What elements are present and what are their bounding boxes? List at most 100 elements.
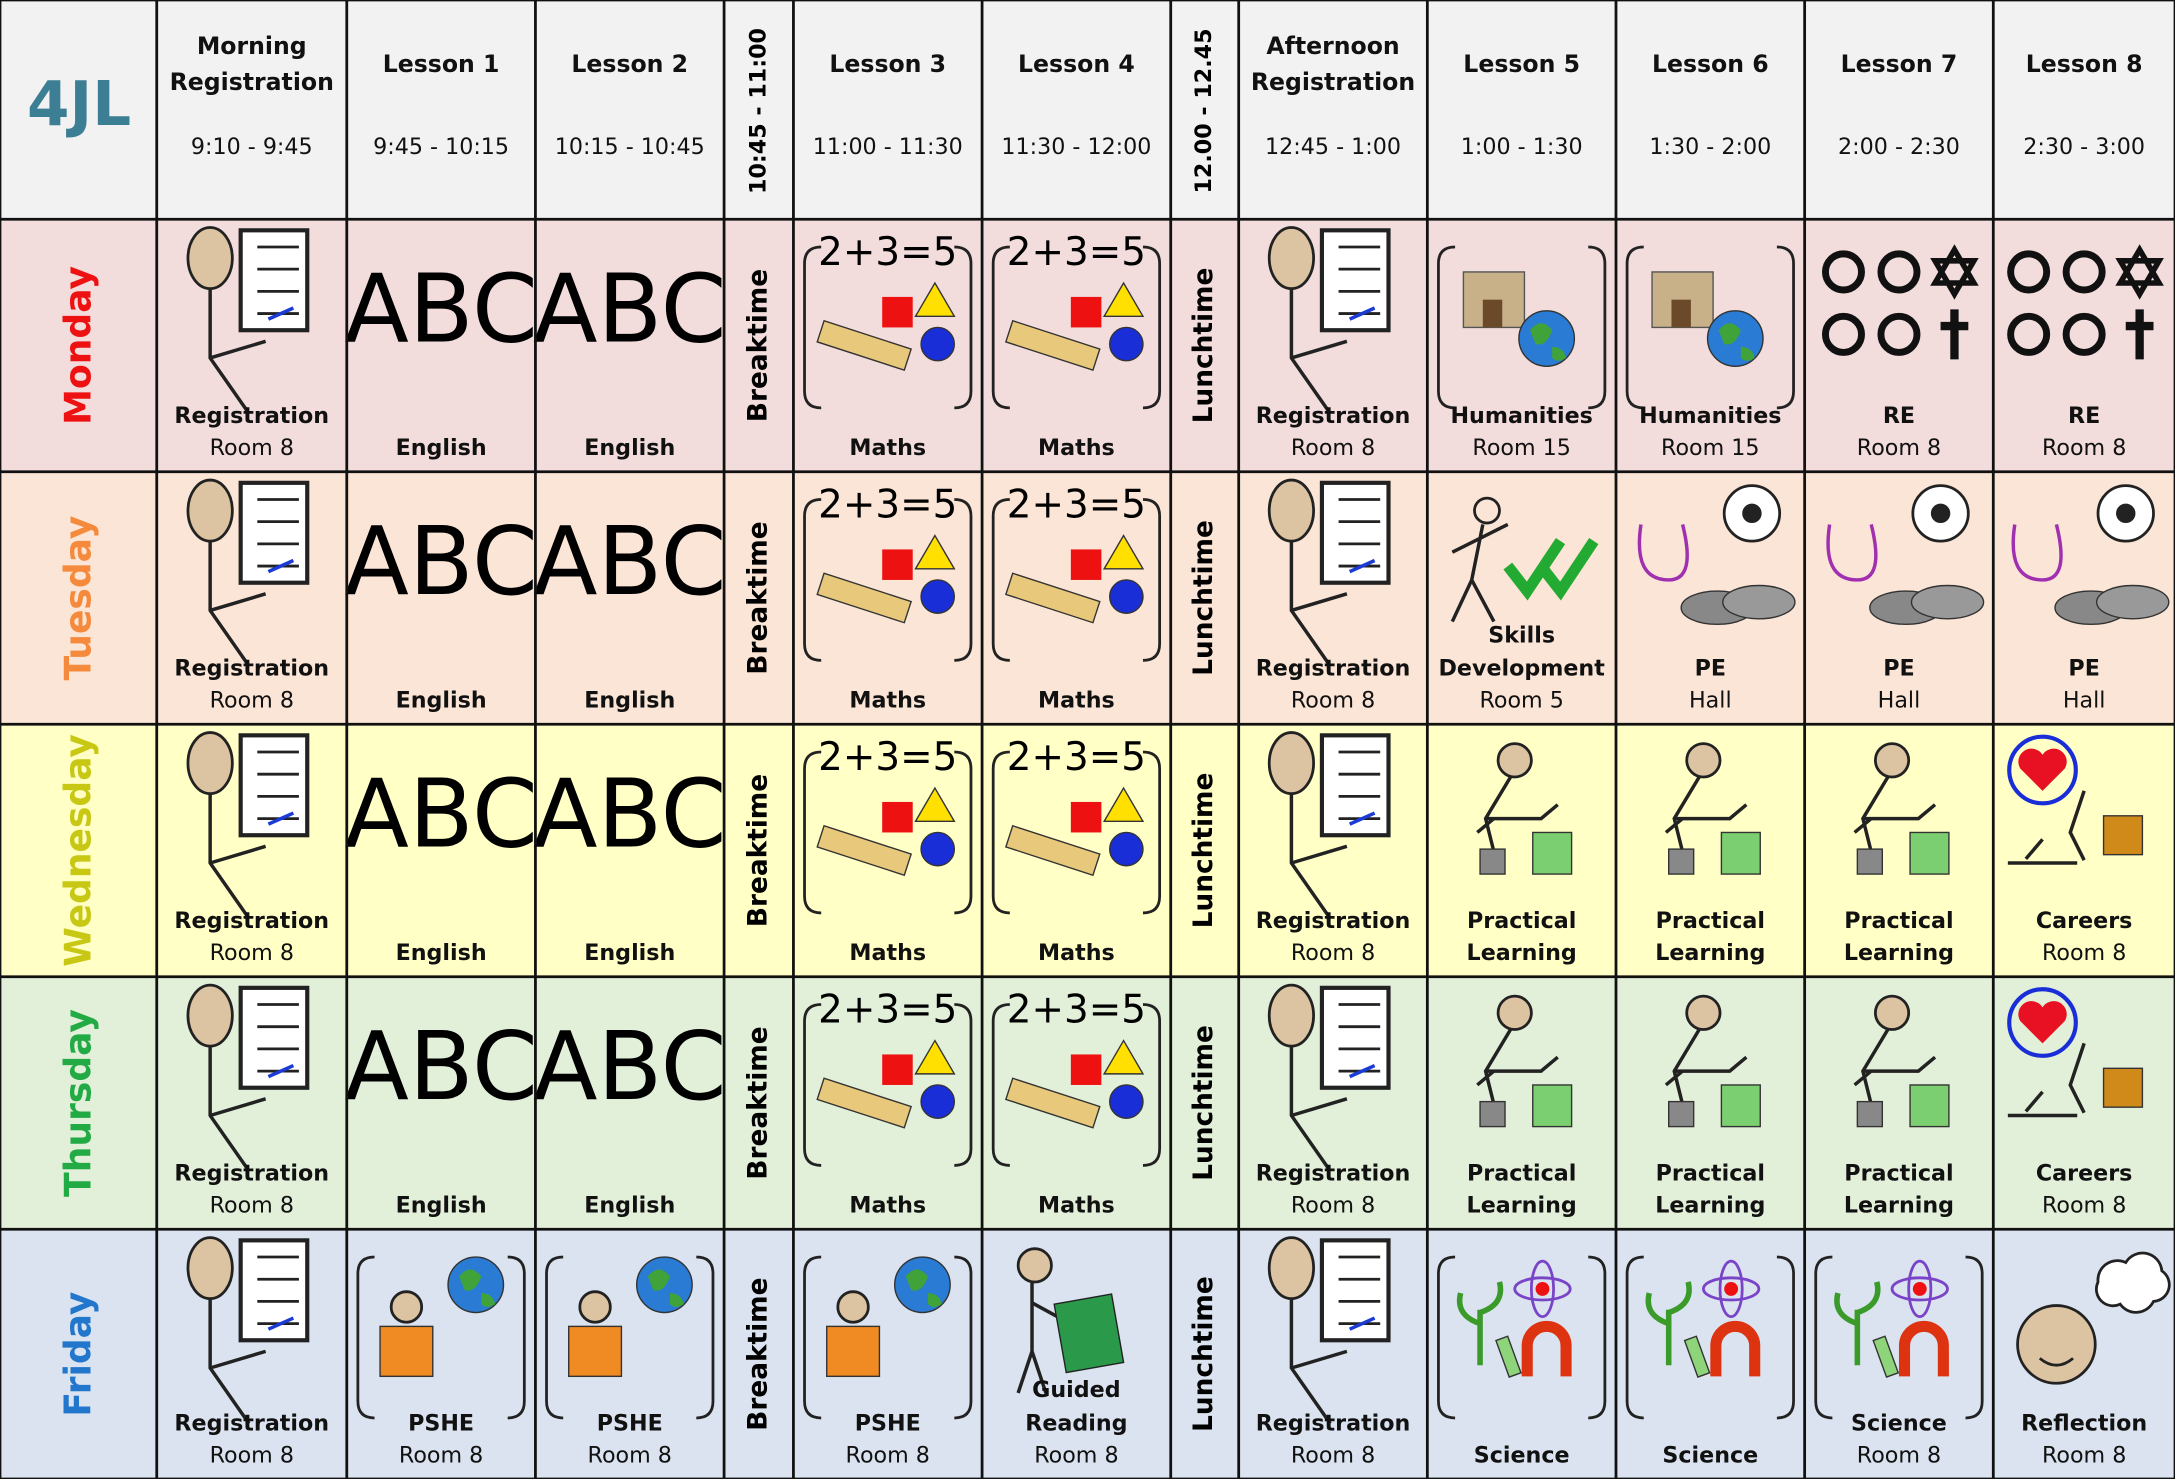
icon bbox=[1513, 1276, 1572, 1302]
cell-label: PSHE Room 8 bbox=[347, 1229, 536, 1470]
column-time: 12:45 - 1:00 bbox=[1265, 133, 1401, 160]
column-title: Lesson 5 bbox=[1463, 51, 1581, 79]
cell-label-box: Maths bbox=[982, 977, 1171, 1221]
icon bbox=[1909, 1084, 1950, 1128]
subject: English bbox=[395, 1191, 487, 1218]
cell-label: Maths bbox=[793, 724, 982, 968]
cell-label: Registration Room 8 bbox=[157, 1229, 347, 1470]
cell-icon bbox=[186, 478, 310, 667]
column-header: Lesson 8 2:30 - 3:00 bbox=[2023, 51, 2145, 159]
cell-label: Registration Room 8 bbox=[174, 1159, 329, 1218]
subject: RE bbox=[1882, 401, 1916, 429]
subject: Registration bbox=[174, 401, 330, 429]
cell-icon bbox=[1267, 731, 1391, 920]
icon bbox=[1668, 1100, 1695, 1128]
subject: Practical Learning bbox=[1843, 906, 1955, 966]
cell-label-box: Registration Room 8 bbox=[1239, 977, 1428, 1221]
cell-label: English bbox=[584, 1191, 676, 1218]
cell-label: Registration Room 8 bbox=[1256, 1409, 1411, 1468]
icon bbox=[1289, 541, 1348, 667]
icon bbox=[1102, 786, 1145, 823]
icon bbox=[1668, 848, 1695, 875]
break-label: Lunchtime bbox=[1189, 1025, 1219, 1181]
icon bbox=[1645, 1281, 1692, 1366]
column-time: 1:00 - 1:30 bbox=[1460, 133, 1583, 160]
column-header: Lesson 1 9:45 - 10:15 bbox=[347, 0, 536, 219]
cell-icon: ABC bbox=[344, 1012, 537, 1122]
icon bbox=[2007, 250, 2051, 294]
cell-label-box: Registration Room 8 bbox=[157, 1229, 347, 1470]
icon bbox=[991, 1003, 1162, 1167]
column-title: Lesson 7 bbox=[1840, 51, 1958, 79]
cell-icon: 2+3=5 bbox=[991, 230, 1162, 410]
icon bbox=[991, 750, 1162, 915]
icon bbox=[1289, 1046, 1348, 1172]
column-time: 11:00 - 11:30 bbox=[812, 133, 963, 160]
icon bbox=[1348, 558, 1376, 574]
cell-label-box: Maths bbox=[793, 472, 982, 716]
icon bbox=[1102, 1039, 1145, 1075]
icon bbox=[882, 549, 913, 580]
cell-label: Practical Learning bbox=[1843, 906, 1955, 966]
icon bbox=[1898, 1320, 1949, 1377]
icon bbox=[1289, 1298, 1348, 1425]
icon bbox=[1685, 742, 1722, 779]
cell-label: Maths bbox=[793, 977, 982, 1221]
subject: Registration bbox=[1255, 1159, 1411, 1186]
icon bbox=[1671, 299, 1691, 328]
cell-label: English bbox=[396, 939, 487, 965]
cell-label-box: Maths bbox=[793, 977, 982, 1221]
icon bbox=[1826, 524, 1878, 582]
cell-label: RE Room 8 bbox=[1856, 401, 1942, 461]
cell-label: Practical Learning bbox=[1655, 1159, 1766, 1218]
room: Room 8 bbox=[209, 434, 294, 461]
cell-icon bbox=[2016, 1251, 2171, 1385]
column-header-box: Lesson 7 2:00 - 2:30 bbox=[1805, 0, 1994, 219]
subject: English bbox=[584, 1191, 676, 1218]
icon bbox=[803, 750, 973, 915]
icon bbox=[1437, 1255, 1607, 1420]
icon bbox=[2115, 244, 2164, 300]
icon bbox=[1289, 288, 1348, 415]
cell-label-box: PSHE Room 8 bbox=[347, 1229, 536, 1470]
cell-label: English bbox=[395, 1191, 487, 1218]
subject: Careers bbox=[2035, 906, 2133, 934]
column-header-box: Lesson 1 9:45 - 10:15 bbox=[347, 0, 536, 219]
icon bbox=[1683, 1335, 1711, 1378]
cell-label: PE Hall bbox=[1805, 472, 1994, 716]
column-header-box: Lesson 3 11:00 - 11:30 bbox=[793, 0, 982, 219]
icon bbox=[459, 1269, 496, 1307]
subject: Practical Learning bbox=[1655, 1159, 1766, 1218]
cell-icon bbox=[1016, 1247, 1125, 1394]
icon bbox=[2095, 584, 2170, 620]
subject: Skills Development bbox=[1438, 622, 1605, 681]
cell-label-box: Maths bbox=[793, 219, 982, 463]
subject: English bbox=[584, 686, 676, 713]
icon bbox=[991, 498, 1162, 662]
symbol: 2+3=5 bbox=[1007, 988, 1146, 1033]
day-name: Friday bbox=[57, 1292, 99, 1417]
break-time: 10:45 - 11:00 bbox=[745, 28, 771, 194]
icon bbox=[1479, 1100, 1506, 1128]
cell-label-box: PE Hall bbox=[1805, 472, 1994, 716]
icon bbox=[2062, 312, 2106, 356]
icon bbox=[1907, 1259, 1933, 1319]
icon bbox=[1625, 1255, 1795, 1420]
cell-label-box: PE Hall bbox=[1616, 472, 1805, 716]
column-time: 1:30 - 2:00 bbox=[1649, 133, 1772, 160]
icon bbox=[1742, 503, 1762, 524]
cell-icon: ABC bbox=[533, 507, 726, 617]
cell-label: Registration Room 8 bbox=[1256, 402, 1411, 461]
cell-label: English bbox=[584, 939, 675, 965]
icon bbox=[920, 1084, 956, 1119]
subject: RE bbox=[2068, 401, 2101, 429]
column-title: Lesson 1 bbox=[382, 51, 500, 79]
column-header-box: Lesson 6 1:30 - 2:00 bbox=[1616, 0, 1805, 219]
room: Room 8 bbox=[1856, 434, 1942, 461]
column-title: Lesson 6 bbox=[1651, 51, 1769, 79]
cell-label-box: Maths bbox=[982, 219, 1171, 463]
icon bbox=[267, 1316, 295, 1331]
cell-label-box: Maths bbox=[793, 724, 982, 968]
break-label: Breaktime bbox=[743, 521, 773, 674]
subject: Careers bbox=[2035, 1159, 2133, 1186]
